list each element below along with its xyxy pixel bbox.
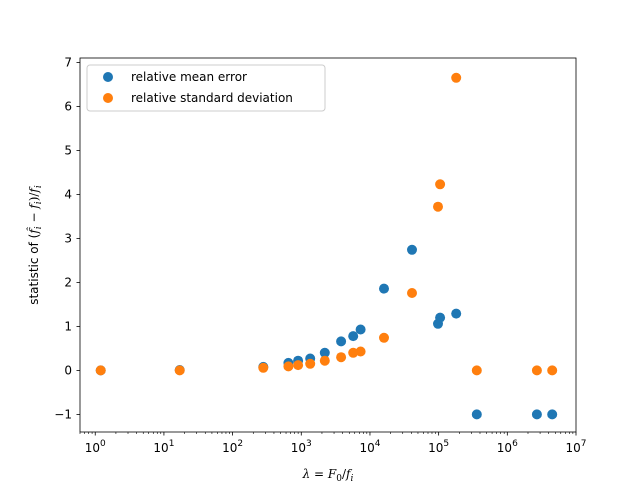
data-point xyxy=(471,409,482,420)
y-tick-label: −1 xyxy=(54,407,72,421)
data-point xyxy=(531,365,542,376)
data-point xyxy=(336,336,347,347)
y-tick-label: 7 xyxy=(64,55,72,69)
y-tick-label: 6 xyxy=(64,99,72,113)
y-tick-label: 2 xyxy=(64,275,72,289)
x-tick-label: 100 xyxy=(85,439,106,455)
series-1 xyxy=(95,72,558,376)
x-axis: 100 101 102 103 104 105 106 107 xyxy=(79,432,587,455)
y-tick-label: 5 xyxy=(64,143,72,157)
plot-frame xyxy=(79,57,577,433)
x-tick-label: 104 xyxy=(359,439,380,455)
x-axis-label: λ = F0/fi xyxy=(302,467,354,484)
x-tick-label: 105 xyxy=(428,439,449,455)
plot-background xyxy=(80,58,576,432)
data-point xyxy=(319,347,330,358)
data-point xyxy=(471,365,482,376)
x-tick-label: 106 xyxy=(497,439,518,455)
data-point xyxy=(319,355,330,366)
data-point xyxy=(348,331,359,342)
data-point xyxy=(435,312,446,323)
data-point xyxy=(379,332,389,343)
data-point xyxy=(451,72,462,83)
legend-label-relative-standard-deviation: relative standard deviation xyxy=(131,91,293,105)
legend-box xyxy=(86,64,326,112)
data-point xyxy=(336,352,347,363)
data-point xyxy=(531,409,542,420)
data-point xyxy=(407,244,417,255)
x-tick-label: 101 xyxy=(153,439,174,455)
x-tick-label: 102 xyxy=(222,439,243,455)
data-point xyxy=(348,347,359,358)
legend-marker-relative-standard-deviation xyxy=(103,93,113,103)
data-point xyxy=(379,283,389,294)
data-point xyxy=(547,409,558,420)
y-axis: −1 0 1 2 3 4 5 6 7 xyxy=(54,55,80,421)
x-tick-label: 103 xyxy=(291,439,312,455)
y-tick-label: 0 xyxy=(64,363,72,377)
points-layer xyxy=(95,72,558,420)
data-point xyxy=(293,360,304,371)
y-tick-label: 1 xyxy=(64,319,72,333)
data-point xyxy=(355,346,366,357)
data-point xyxy=(305,358,316,369)
y-axis-label: statistic of (f̂i − fi)/fi xyxy=(25,185,44,305)
data-point xyxy=(547,365,558,376)
legend-marker-relative-mean-error xyxy=(103,72,113,82)
x-tick-label: 107 xyxy=(565,439,586,455)
data-point xyxy=(95,365,106,376)
data-point xyxy=(451,308,462,319)
y-tick-label: 4 xyxy=(64,187,72,201)
y-tick-label: 3 xyxy=(64,231,72,245)
data-point xyxy=(407,288,417,298)
data-point xyxy=(355,324,366,335)
data-point xyxy=(433,201,443,212)
data-point xyxy=(283,361,294,372)
legend: relative mean error relative standard de… xyxy=(86,64,326,112)
data-point xyxy=(258,362,269,373)
data-point xyxy=(435,179,446,190)
data-point xyxy=(174,365,185,376)
legend-label-relative-mean-error: relative mean error xyxy=(131,70,247,84)
